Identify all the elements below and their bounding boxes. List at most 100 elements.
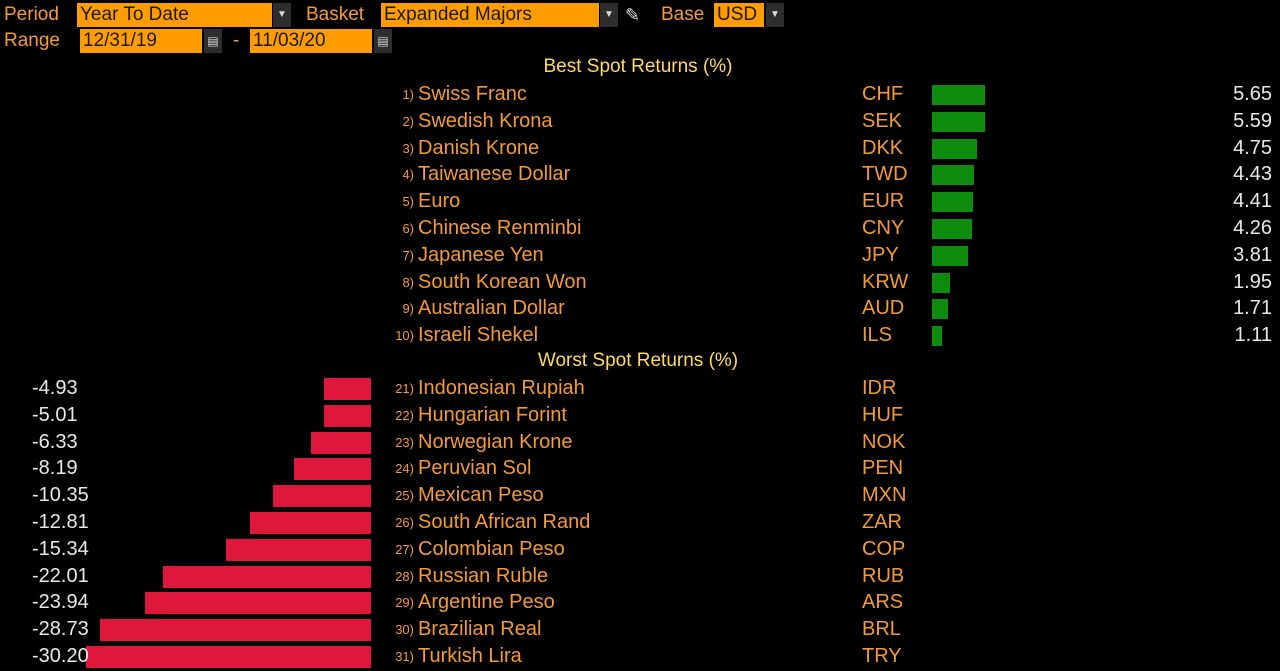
list-item[interactable]: 3) Danish Krone DKK 4.75 [0, 135, 1280, 162]
currency-code: ZAR [862, 511, 902, 533]
range-end-input[interactable]: 11/03/20 [250, 29, 372, 53]
return-value: -23.94 [32, 591, 89, 614]
range-start-input[interactable]: 12/31/19 [80, 29, 202, 53]
base-currency-select[interactable]: USD [714, 3, 764, 27]
pencil-icon[interactable]: ✎ [625, 5, 641, 25]
calendar-icon[interactable]: ▤ [204, 29, 222, 53]
calendar-icon[interactable]: ▤ [374, 29, 392, 53]
currency-name[interactable]: Hungarian Forint [418, 403, 567, 426]
list-item[interactable]: -10.35 25) Mexican Peso MXN [0, 482, 1280, 509]
currency-name[interactable]: Euro [418, 190, 461, 213]
rank-label: 5) [402, 194, 414, 210]
currency-code: DKK [862, 136, 904, 159]
return-bar [250, 512, 371, 534]
list-item[interactable]: -15.34 27) Colombian Peso COP [0, 536, 1280, 563]
currency-name[interactable]: Swedish Krona [418, 109, 553, 132]
currency-code: JPY [862, 243, 899, 266]
basket-label: Basket [306, 4, 365, 25]
list-item[interactable]: -8.19 24) Peruvian Sol PEN [0, 455, 1280, 482]
rank-label: 25) [395, 488, 414, 504]
currency-name[interactable]: Japanese Yen [418, 243, 544, 266]
worst-returns-title: Worst Spot Returns (%) [537, 350, 739, 371]
currency-name[interactable]: South African Rand [418, 511, 591, 533]
list-item[interactable]: 2) Swedish Krona SEK 5.59 [0, 108, 1280, 135]
currency-code: IDR [862, 377, 897, 399]
range-separator: - [233, 30, 240, 51]
currency-name[interactable]: Argentine Peso [418, 591, 555, 614]
currency-name[interactable]: Israeli Shekel [418, 324, 539, 347]
list-item[interactable]: -23.94 29) Argentine Peso ARS [0, 589, 1280, 616]
rank-label: 2) [402, 113, 414, 129]
currency-name[interactable]: Brazilian Real [418, 618, 542, 641]
chevron-down-icon[interactable]: ▼ [766, 3, 784, 27]
currency-name[interactable]: Peruvian Sol [418, 457, 532, 480]
rank-label: 1) [402, 87, 414, 102]
return-bar [324, 404, 371, 427]
list-item[interactable]: -22.01 28) Russian Ruble RUB [0, 563, 1280, 590]
return-bar [294, 458, 371, 481]
basket-select[interactable]: Expanded Majors [381, 3, 599, 27]
currency-name[interactable]: Australian Dollar [418, 297, 565, 320]
currency-code: TWD [862, 163, 908, 186]
return-bar [145, 592, 371, 615]
list-item[interactable]: 8) South Korean Won KRW 1.95 [0, 269, 1280, 296]
rank-label: 6) [402, 221, 414, 236]
currency-name[interactable]: Russian Ruble [418, 564, 549, 587]
currency-code: NOK [862, 430, 906, 453]
return-bar [100, 619, 371, 642]
return-value: 4.75 [1233, 136, 1272, 159]
list-item[interactable]: 5) Euro EUR 4.41 [0, 188, 1280, 215]
list-item[interactable]: -28.73 30) Brazilian Real BRL [0, 616, 1280, 643]
return-bar [932, 165, 974, 186]
currency-name[interactable]: Indonesian Rupiah [418, 377, 585, 399]
chevron-down-icon[interactable]: ▼ [600, 3, 618, 27]
return-value: -6.33 [32, 430, 78, 453]
currency-code: AUD [862, 297, 905, 320]
rank-label: 8) [402, 274, 414, 290]
list-item[interactable]: -4.93 21) Indonesian Rupiah IDR [0, 375, 1280, 402]
currency-name[interactable]: Turkish Lira [418, 645, 522, 667]
range-label: Range [4, 30, 60, 51]
rank-label: 31) [395, 649, 414, 664]
chevron-down-icon[interactable]: ▼ [273, 3, 291, 27]
list-item[interactable]: 7) Japanese Yen JPY 3.81 [0, 242, 1280, 269]
list-item[interactable]: -30.20 31) Turkish Lira TRY [0, 643, 1280, 670]
currency-name[interactable]: Mexican Peso [418, 484, 544, 507]
currency-name[interactable]: Colombian Peso [418, 537, 565, 560]
return-bar [311, 431, 371, 454]
currency-name[interactable]: Taiwanese Dollar [418, 163, 571, 186]
list-item[interactable]: 6) Chinese Renminbi CNY 4.26 [0, 215, 1280, 242]
list-item[interactable]: -12.81 26) South African Rand ZAR [0, 509, 1280, 536]
currency-code: COP [862, 537, 906, 560]
currency-code: ARS [862, 591, 904, 614]
return-bar [932, 326, 942, 347]
list-item[interactable]: 1) Swiss Franc CHF 5.65 [0, 81, 1280, 108]
return-bar [932, 111, 985, 132]
list-item[interactable]: -6.33 23) Norwegian Krone NOK [0, 429, 1280, 456]
rank-label: 27) [395, 541, 414, 557]
rank-label: 7) [402, 247, 414, 263]
list-item[interactable]: 10) Israeli Shekel ILS 1.11 [0, 322, 1280, 349]
currency-name[interactable]: Chinese Renminbi [418, 217, 582, 239]
currency-code: CNY [862, 217, 905, 239]
period-select[interactable]: Year To Date [77, 3, 272, 27]
currency-name[interactable]: Swiss Franc [418, 83, 527, 105]
return-value: 1.11 [1234, 324, 1272, 347]
return-bar [86, 646, 371, 668]
return-value: -28.73 [32, 618, 89, 641]
currency-name[interactable]: South Korean Won [418, 270, 587, 293]
currency-name[interactable]: Norwegian Krone [418, 430, 573, 453]
currency-name[interactable]: Danish Krone [418, 136, 540, 159]
list-item[interactable]: -5.01 22) Hungarian Forint HUF [0, 402, 1280, 429]
list-item[interactable]: 4) Taiwanese Dollar TWD 4.43 [0, 161, 1280, 188]
list-item[interactable]: 9) Australian Dollar AUD 1.71 [0, 295, 1280, 322]
period-label: Period [4, 4, 59, 25]
rank-label: 29) [395, 595, 414, 611]
currency-code: ILS [862, 324, 893, 347]
return-bar [226, 538, 371, 561]
return-bar [932, 138, 977, 159]
currency-code: RUB [862, 564, 905, 587]
rank-label: 26) [395, 515, 414, 530]
return-value: 4.26 [1233, 217, 1272, 239]
currency-code: MXN [862, 484, 907, 507]
